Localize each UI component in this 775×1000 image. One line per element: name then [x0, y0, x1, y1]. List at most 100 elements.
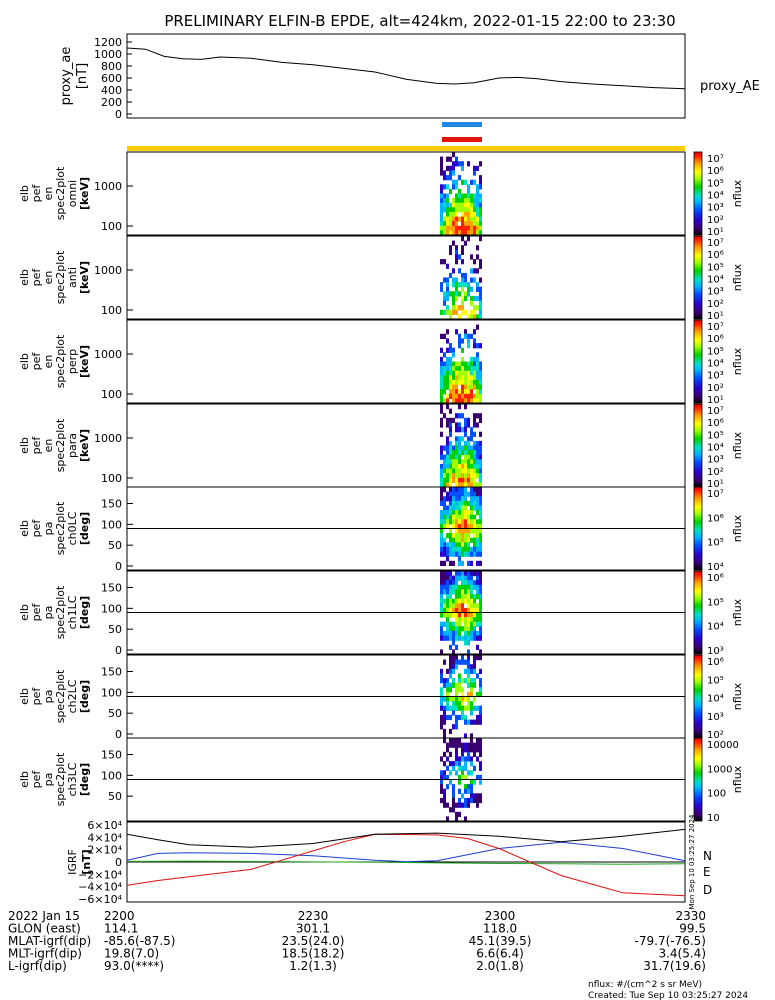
spectrogram-cell: [440, 230, 443, 236]
spectrogram-cell: [479, 626, 482, 632]
spectrogram-cell: [479, 519, 482, 525]
spectrogram-cell: [473, 500, 476, 506]
spectrogram-cell: [473, 179, 476, 185]
spectrogram-cell: [473, 211, 476, 218]
spectrogram-cell: [479, 454, 482, 460]
panel-ylabel: spec2plot: [54, 166, 67, 220]
proxy-ae-ytick-label: 0: [115, 108, 122, 121]
spectrogram-cell: [446, 221, 449, 227]
spectrogram-cell: [479, 216, 482, 222]
spectrogram-cell: [461, 603, 464, 609]
spectrogram-cell: [458, 482, 461, 488]
spectrogram-cell: [446, 309, 449, 315]
spectrogram-cell: [479, 761, 482, 767]
spectrogram-cell: [455, 482, 458, 488]
spectrogram-cell: [461, 236, 464, 242]
spectrogram-cell: [440, 193, 443, 199]
spectrogram-cell: [467, 607, 470, 614]
spectrogram-cell: [479, 236, 482, 242]
spectrogram-cell: [461, 575, 464, 581]
proxy-ae-ytick-label: 200: [101, 96, 122, 109]
spectrogram-cell: [458, 216, 461, 222]
spectrogram-cell: [458, 705, 461, 711]
spectrogram-cell: [440, 724, 443, 730]
spectrogram-cell: [476, 459, 479, 465]
spectrogram-cell: [446, 193, 449, 199]
spectrogram-cell: [467, 589, 470, 595]
spectrogram-cell: [464, 459, 467, 465]
spectrogram-cell: [479, 375, 482, 381]
spectrogram-cell: [452, 523, 455, 530]
spectrogram-cell: [467, 450, 470, 456]
spectrogram-cell: [467, 770, 470, 776]
spectrogram-cell: [461, 445, 464, 451]
spectrogram-cell: [440, 211, 443, 218]
spectrogram-cell: [464, 659, 467, 665]
spectrogram-cell: [443, 560, 446, 566]
spectrogram-cell: [449, 575, 452, 581]
spectrogram-cell: [473, 477, 476, 483]
spectrogram-cell: [446, 184, 449, 190]
spectrogram-cell: [455, 691, 458, 698]
spectrogram-cell: [452, 742, 455, 748]
spectrogram-cell: [443, 379, 446, 386]
spectrogram-cell: [464, 454, 467, 460]
spectrogram-cell: [461, 765, 464, 771]
panel-ylabel: para: [66, 433, 79, 458]
spectrogram-cell: [473, 198, 476, 204]
spectrogram-cell: [452, 710, 455, 716]
spectrogram-cell: [476, 379, 479, 386]
spectrogram-cell: [440, 496, 443, 502]
spectrogram-cell: [458, 788, 461, 794]
spectrogram-cell: [479, 286, 482, 292]
spectrogram-cell: [470, 584, 473, 590]
spectrogram-cell: [476, 617, 479, 623]
spectrogram-cell: [440, 603, 443, 609]
table-cell: 2300: [485, 909, 516, 923]
panel-ylabel: [deg]: [78, 596, 91, 629]
spectrogram-cell: [479, 560, 482, 566]
spectrogram-cell: [479, 575, 482, 581]
spectrogram-cell: [455, 198, 458, 204]
spectrogram-cell: [479, 263, 482, 269]
spectrogram-cell: [452, 630, 455, 637]
spectrogram-cell: [464, 450, 467, 456]
spectrogram-cell: [446, 165, 449, 171]
spectrogram-cell: [449, 188, 452, 195]
spectrogram-cell: [479, 714, 482, 721]
colorbar-label: nflux: [731, 598, 744, 626]
spectrogram-cell: [479, 295, 482, 302]
spectrogram-cell: [479, 463, 482, 470]
spectrogram-cell: [464, 496, 467, 502]
spectrogram-cell: [479, 211, 482, 218]
spectrogram-cell: [443, 300, 446, 306]
spectrogram-cell: [452, 537, 455, 543]
spectrogram-cell: [470, 333, 473, 339]
spectrogram-cell: [446, 384, 449, 390]
spectrogram-cell: [449, 551, 452, 557]
spectrogram-cell: [473, 338, 476, 344]
spectrogram-cell: [452, 701, 455, 707]
spectrogram-cell: [452, 612, 455, 618]
spectrogram-cell: [449, 603, 452, 609]
spectrogram-cell: [461, 379, 464, 386]
spectrogram-cell: [476, 705, 479, 711]
spectrogram-cell: [479, 607, 482, 614]
spectrogram-cell: [464, 393, 467, 399]
spectrogram-cell: [440, 422, 443, 428]
spectrogram-cell: [476, 184, 479, 190]
spectrogram-cell: [449, 612, 452, 618]
spectrogram-cell: [446, 398, 449, 404]
spectrogram-cell: [446, 598, 449, 604]
spectrogram-cell: [470, 607, 473, 614]
spectrogram-cell: [458, 379, 461, 386]
spectrogram-cell: [446, 687, 449, 693]
spectrogram-cell: [440, 445, 443, 451]
spectrogram-cell: [464, 598, 467, 604]
spectrogram-cell: [479, 551, 482, 557]
panel-ylabel: omni: [66, 180, 79, 207]
ytick-label: 100: [101, 769, 122, 782]
spectrogram-cell: [479, 225, 482, 231]
table-cell: 2200: [104, 909, 135, 923]
